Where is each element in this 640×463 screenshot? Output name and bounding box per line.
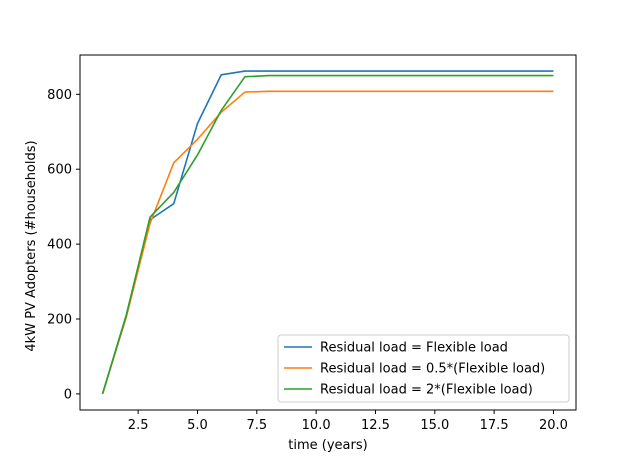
y-tick-label: 0 <box>64 387 72 402</box>
x-tick-label: 12.5 <box>361 418 390 433</box>
series-line-3 <box>101 74 554 395</box>
x-tick-label: 5.0 <box>187 418 208 433</box>
axes-layer <box>79 54 577 411</box>
x-tick-label: 15.0 <box>420 418 449 433</box>
legend-label-2: Residual load = 0.5*(Flexible load) <box>320 362 545 377</box>
y-tick-label: 800 <box>47 88 72 103</box>
legend-label-3: Residual load = 2*(Flexible load) <box>320 383 533 398</box>
legend-label-1: Residual load = Flexible load <box>320 341 508 356</box>
series-line-2 <box>101 90 554 395</box>
x-tick-label: 17.5 <box>480 418 509 433</box>
series-line-1 <box>101 70 554 395</box>
x-tick-label: 2.5 <box>128 418 149 433</box>
y-axis-label: 4kW PV Adopters (#households) <box>24 140 39 351</box>
plot-frame <box>79 54 577 411</box>
series-layer <box>101 70 554 395</box>
x-tick-label: 10.0 <box>302 418 331 433</box>
legend: Residual load = Flexible load Residual lo… <box>277 334 570 403</box>
y-tick-label: 400 <box>47 238 72 253</box>
x-tick-label: 20.0 <box>539 418 568 433</box>
y-tick-label: 200 <box>47 313 72 328</box>
x-axis-label: time (years) <box>288 438 367 453</box>
legend-box <box>277 334 570 403</box>
y-tick-label: 600 <box>47 163 72 178</box>
x-tick-label: 7.5 <box>246 418 267 433</box>
ticks-layer: 2.5 5.0 7.5 10.0 12.5 15.0 17.5 20.0 0 200 400 600 8… <box>47 88 568 433</box>
